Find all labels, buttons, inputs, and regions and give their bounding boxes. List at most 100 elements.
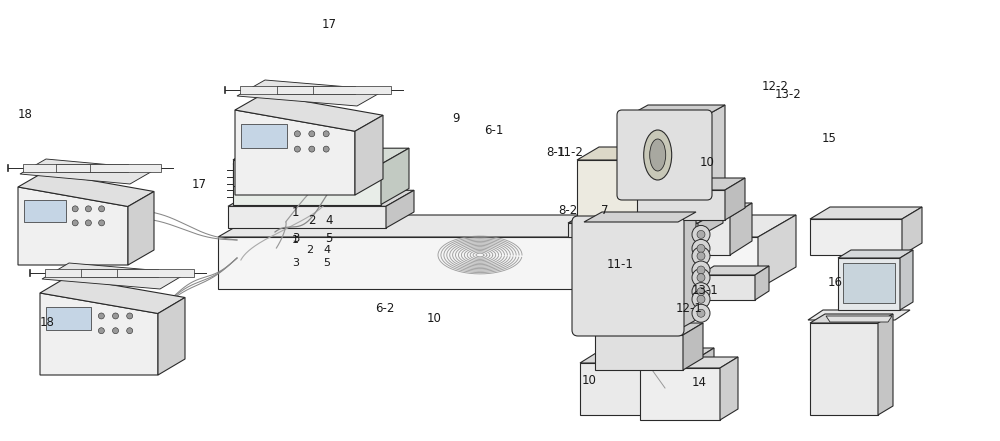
Bar — [23, 164, 94, 172]
Text: 8-1: 8-1 — [546, 146, 565, 158]
Circle shape — [99, 220, 105, 226]
Text: 18: 18 — [40, 315, 55, 329]
Circle shape — [113, 313, 119, 319]
Polygon shape — [42, 263, 187, 289]
Circle shape — [127, 313, 133, 319]
Text: 4: 4 — [323, 245, 330, 255]
Text: 3: 3 — [292, 258, 299, 268]
Text: 10: 10 — [427, 311, 442, 325]
Polygon shape — [810, 207, 922, 219]
Bar — [240, 86, 318, 94]
Polygon shape — [690, 348, 714, 415]
Circle shape — [697, 252, 705, 260]
Circle shape — [85, 206, 91, 212]
Text: 11-2: 11-2 — [557, 146, 584, 158]
Polygon shape — [40, 277, 185, 314]
Polygon shape — [233, 154, 265, 160]
Circle shape — [692, 261, 710, 279]
Ellipse shape — [644, 130, 672, 180]
Bar — [46, 307, 91, 330]
FancyBboxPatch shape — [617, 110, 712, 200]
Bar — [843, 263, 895, 303]
Bar — [277, 86, 355, 94]
Polygon shape — [568, 209, 723, 223]
Text: 10: 10 — [700, 157, 715, 169]
Text: 7: 7 — [601, 205, 608, 217]
Circle shape — [72, 206, 78, 212]
Text: 10: 10 — [582, 374, 597, 388]
Polygon shape — [577, 147, 701, 160]
Polygon shape — [808, 310, 910, 320]
Circle shape — [697, 295, 705, 303]
Circle shape — [85, 220, 91, 226]
Circle shape — [309, 146, 315, 152]
Circle shape — [323, 146, 329, 152]
Circle shape — [697, 266, 705, 274]
Text: 13-1: 13-1 — [692, 284, 719, 296]
Bar — [241, 124, 287, 148]
Circle shape — [697, 288, 705, 295]
Circle shape — [692, 247, 710, 265]
Bar — [45, 269, 122, 277]
Circle shape — [98, 328, 104, 334]
Circle shape — [692, 225, 710, 243]
Polygon shape — [810, 323, 878, 415]
Polygon shape — [630, 105, 725, 115]
Text: 13-2: 13-2 — [775, 89, 802, 101]
Circle shape — [323, 131, 329, 137]
Polygon shape — [758, 215, 796, 289]
Text: 9: 9 — [452, 112, 460, 124]
Polygon shape — [228, 206, 386, 228]
Polygon shape — [233, 160, 255, 186]
Text: 16: 16 — [828, 277, 843, 289]
Circle shape — [692, 239, 710, 258]
Polygon shape — [838, 250, 913, 258]
Circle shape — [692, 304, 710, 322]
Polygon shape — [355, 115, 383, 195]
Polygon shape — [18, 187, 128, 265]
Polygon shape — [386, 191, 414, 228]
Polygon shape — [18, 172, 154, 206]
Text: 5: 5 — [325, 232, 332, 244]
Polygon shape — [900, 250, 913, 310]
Polygon shape — [700, 275, 755, 300]
Circle shape — [98, 313, 104, 319]
Polygon shape — [698, 209, 723, 237]
Polygon shape — [637, 178, 745, 190]
Polygon shape — [381, 148, 409, 205]
Polygon shape — [20, 159, 156, 184]
Text: 11-1: 11-1 — [607, 258, 634, 272]
Polygon shape — [725, 178, 745, 220]
Circle shape — [99, 206, 105, 212]
Polygon shape — [755, 266, 769, 300]
Polygon shape — [40, 293, 158, 375]
Polygon shape — [707, 105, 725, 195]
Polygon shape — [233, 164, 381, 205]
Polygon shape — [640, 368, 720, 420]
Text: 18: 18 — [18, 108, 33, 122]
Polygon shape — [826, 316, 892, 322]
Polygon shape — [625, 203, 752, 217]
Polygon shape — [595, 335, 683, 370]
Text: 1: 1 — [292, 206, 300, 218]
Polygon shape — [255, 154, 265, 186]
Text: 15: 15 — [822, 132, 837, 146]
Text: 12-2: 12-2 — [762, 79, 789, 93]
Bar — [697, 278, 705, 292]
Text: 2: 2 — [308, 214, 316, 228]
Polygon shape — [218, 237, 758, 289]
Polygon shape — [720, 357, 738, 420]
Polygon shape — [235, 94, 383, 131]
Bar — [697, 256, 705, 270]
Text: 17: 17 — [322, 19, 337, 31]
Bar — [56, 164, 128, 172]
Polygon shape — [902, 207, 922, 255]
Text: 2: 2 — [306, 245, 313, 255]
Circle shape — [113, 328, 119, 334]
Polygon shape — [810, 314, 893, 323]
Bar — [697, 235, 705, 248]
Circle shape — [309, 131, 315, 137]
Circle shape — [72, 220, 78, 226]
Polygon shape — [580, 348, 714, 363]
Text: 6-1: 6-1 — [484, 123, 503, 137]
